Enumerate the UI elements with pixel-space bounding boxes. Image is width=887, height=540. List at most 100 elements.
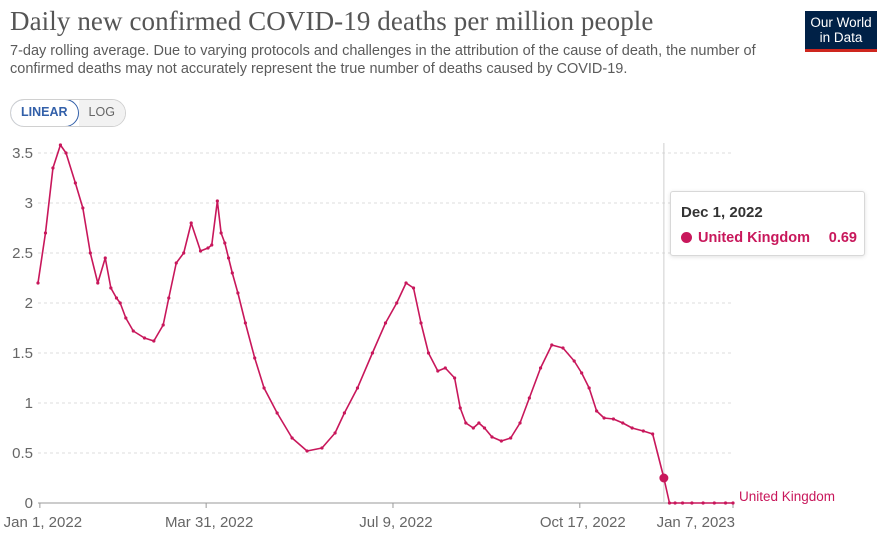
data-point	[275, 411, 279, 415]
data-point	[572, 359, 576, 363]
data-point	[219, 231, 223, 235]
data-point	[471, 426, 475, 430]
data-point	[290, 436, 294, 440]
x-tick-label: Jan 1, 2022	[4, 514, 82, 531]
data-point	[651, 432, 655, 436]
data-point	[88, 251, 92, 255]
data-point	[333, 431, 337, 435]
data-point	[51, 166, 55, 170]
tooltip-date: Dec 1, 2022	[681, 204, 763, 221]
log-scale-button[interactable]: LOG	[78, 100, 125, 126]
data-point	[701, 501, 705, 505]
data-point	[152, 339, 156, 343]
data-point	[81, 206, 85, 210]
data-point	[114, 296, 119, 300]
data-point	[243, 321, 247, 325]
hover-point	[659, 473, 669, 483]
data-point	[723, 501, 728, 505]
data-point	[477, 421, 481, 425]
data-point	[580, 371, 584, 375]
data-point	[182, 251, 186, 255]
data-point	[443, 366, 447, 370]
data-point	[527, 396, 531, 400]
data-point	[482, 426, 487, 430]
data-point	[538, 366, 543, 370]
data-point	[355, 386, 360, 390]
data-point	[206, 246, 210, 250]
data-point	[667, 501, 672, 505]
hover-tooltip: Dec 1, 2022 United Kingdom 0.69	[670, 191, 865, 256]
data-point	[621, 421, 625, 425]
data-point	[161, 323, 165, 327]
data-point	[630, 426, 634, 430]
data-point	[342, 411, 346, 415]
y-tick-label: 0	[25, 495, 33, 512]
data-point	[641, 429, 645, 433]
x-tick-label: Mar 31, 2022	[165, 514, 253, 531]
x-tick-label: Oct 17, 2022	[540, 514, 626, 531]
data-point	[673, 501, 677, 505]
linear-scale-button[interactable]: LINEAR	[10, 100, 79, 126]
data-point	[712, 501, 716, 505]
owid-logo[interactable]: Our World in Data	[805, 11, 877, 52]
x-tick-label: Jan 7, 2023	[657, 514, 735, 531]
data-point	[490, 435, 494, 439]
y-tick-label: 3	[25, 195, 33, 212]
data-point	[43, 231, 48, 235]
data-point	[731, 501, 735, 505]
y-tick-label: 2	[25, 295, 33, 312]
data-point	[550, 343, 554, 347]
data-point	[103, 256, 107, 260]
x-tick-label: Jul 9, 2022	[359, 514, 432, 531]
data-point	[124, 316, 128, 320]
data-point	[587, 386, 591, 390]
data-point	[174, 261, 178, 265]
data-point	[189, 221, 193, 225]
tooltip-value: 0.69	[828, 230, 857, 246]
data-point	[198, 249, 203, 253]
data-point	[595, 409, 599, 413]
data-point	[499, 439, 503, 443]
data-point	[305, 449, 309, 453]
data-point	[96, 281, 100, 285]
data-point	[142, 336, 147, 340]
data-point	[262, 386, 266, 390]
data-point	[690, 501, 694, 505]
data-point	[602, 416, 606, 420]
data-point	[411, 286, 416, 290]
y-tick-label: 2.5	[12, 245, 33, 262]
data-point	[64, 151, 68, 155]
series-end-label: United Kingdom	[739, 489, 835, 504]
data-point	[226, 256, 231, 260]
tooltip-series-name: United Kingdom	[698, 230, 810, 246]
logo-line-1: Our World	[810, 15, 872, 30]
data-point	[426, 351, 431, 355]
y-tick-label: 1.5	[12, 345, 33, 362]
data-point	[464, 421, 468, 425]
data-point	[253, 356, 257, 360]
scale-toggle: LINEAR LOG	[10, 99, 126, 127]
data-point	[453, 376, 457, 380]
data-point	[561, 346, 565, 350]
y-tick-label: 1	[25, 395, 33, 412]
data-point	[509, 436, 513, 440]
chart-title: Daily new confirmed COVID-19 deaths per …	[10, 6, 654, 36]
data-point	[370, 351, 375, 355]
data-point	[383, 321, 388, 325]
data-point	[680, 501, 685, 505]
data-point	[109, 286, 113, 290]
data-point	[73, 181, 77, 185]
data-point	[458, 406, 462, 410]
data-point	[395, 301, 399, 305]
data-point	[320, 446, 324, 450]
data-point	[167, 296, 171, 300]
tooltip-series-row: United Kingdom 0.69	[681, 230, 857, 246]
data-point	[118, 301, 122, 305]
data-point	[36, 281, 40, 285]
data-point	[436, 369, 440, 373]
y-tick-label: 0.5	[12, 445, 33, 462]
data-point	[419, 321, 423, 325]
data-point	[518, 421, 522, 425]
data-point	[210, 243, 214, 247]
